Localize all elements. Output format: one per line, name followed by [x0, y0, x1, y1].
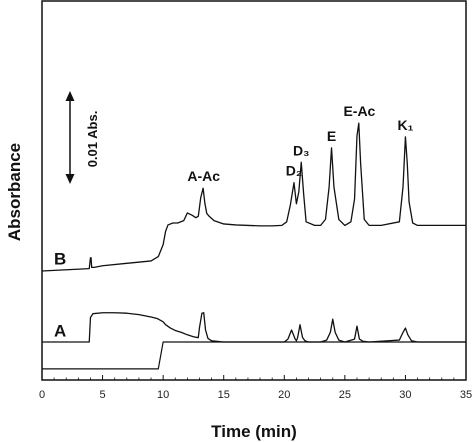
x-tick-label: 0 [39, 389, 45, 401]
scale-bar: 0.01 Abs. [65, 91, 100, 184]
trace-label-a: A [54, 322, 66, 341]
plot-frame [41, 0, 467, 381]
x-tick-label: 35 [460, 389, 472, 401]
trace-label-b: B [54, 249, 66, 268]
scale-bar-arrow-up-icon [65, 91, 75, 101]
x-tick-label: 15 [218, 389, 230, 401]
scale-bar-label: 0.01 Abs. [85, 111, 100, 168]
peak-label: E [327, 128, 336, 144]
peak-label: D₃ [293, 142, 310, 158]
peak-label: K₁ [397, 117, 413, 133]
baseline-trace [42, 341, 466, 370]
scale-bar-arrow-down-icon [65, 174, 75, 184]
x-tick-label: 20 [278, 389, 290, 401]
x-tick-label: 5 [100, 389, 106, 401]
y-axis-label: Absorbance [5, 143, 24, 241]
x-tick-label: 25 [339, 389, 351, 401]
x-tick-label: 10 [157, 389, 169, 401]
series-b-trace [41, 122, 466, 272]
x-tick-label: 30 [399, 389, 411, 401]
x-axis-label: Time (min) [211, 422, 297, 441]
peak-label: D₂ [286, 163, 302, 179]
series-a-trace [42, 312, 466, 343]
peak-label: A-Ac [187, 168, 220, 184]
peak-label: E-Ac [343, 103, 375, 119]
